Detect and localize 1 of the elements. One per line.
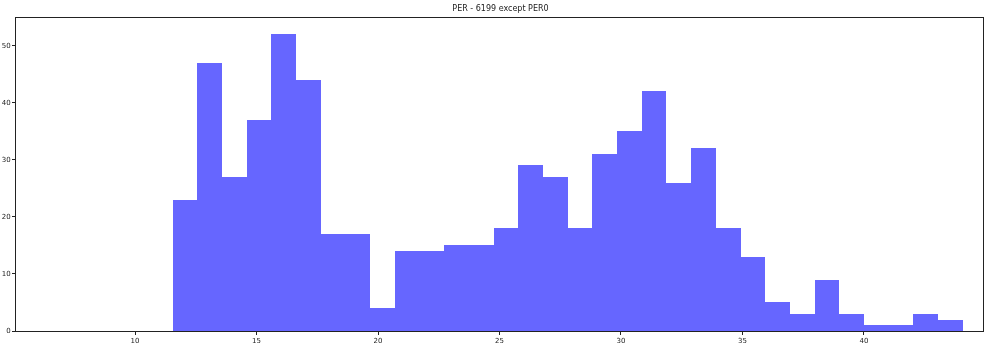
chart-title: PER - 6199 except PER0 xyxy=(452,3,549,13)
